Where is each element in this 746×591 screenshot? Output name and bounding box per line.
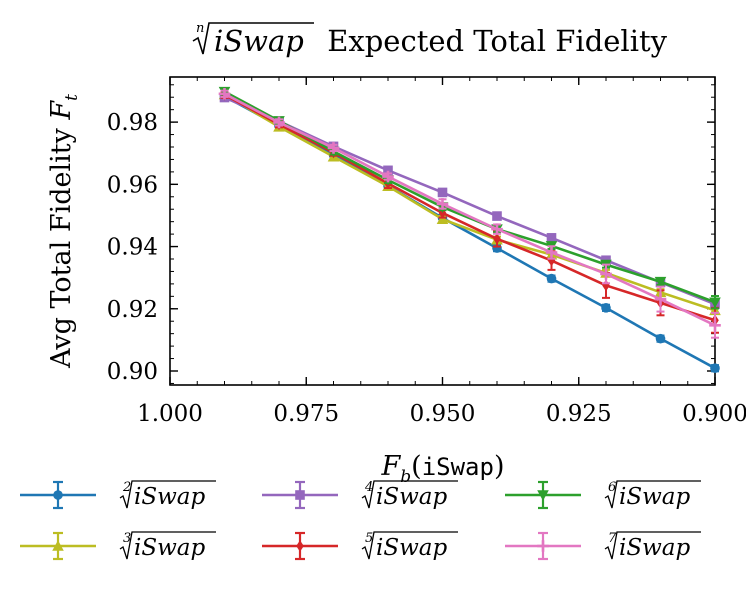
y-axis-label-text: Avg Total Fidelity (46, 120, 77, 369)
legend-item-4-root: 4 iSwap (262, 480, 458, 510)
data-point (709, 297, 721, 309)
data-point (600, 268, 612, 280)
x-axis-label: Fb(iSwap) (381, 451, 505, 487)
title-root-index: n (196, 21, 204, 36)
y-tick-label: 0.94 (107, 235, 158, 261)
legend-label: iSwap (134, 484, 206, 510)
legend-item-5-root: 5 iSwap (262, 531, 458, 561)
x-tick-label: 0.900 (682, 401, 746, 427)
legend-label: iSwap (619, 484, 691, 510)
y-axis-label: Avg Total Fidelity Ft (46, 94, 82, 369)
x-axis-label-arg: iSwap (422, 453, 494, 481)
y-tick-label: 0.98 (107, 110, 158, 136)
legend-marker (53, 490, 63, 500)
legend-label: iSwap (376, 484, 448, 510)
data-point (218, 88, 231, 100)
legend-root-index: 7 (608, 531, 617, 546)
data-point (438, 207, 447, 219)
data-point (547, 254, 556, 267)
legend-label: iSwap (376, 535, 448, 561)
legend-root-index: 6 (608, 480, 616, 495)
data-point (327, 142, 340, 154)
legend-marker (52, 540, 64, 551)
data-point (546, 233, 557, 243)
legend-radical-sign (119, 531, 216, 560)
svg-text:Avg Total Fidelity Ft: Avg Total Fidelity Ft (46, 94, 82, 369)
axis-ticks: 1.000 0.975 0.950 0.925 0.900 0.90 0.92 0.94 0.9… (107, 77, 746, 427)
legend-radical-sign (604, 480, 701, 509)
legend-marker (295, 490, 305, 500)
data-point (602, 279, 610, 292)
legend-root-index: 3 (123, 531, 131, 546)
y-axis-label-var: F (46, 100, 77, 121)
legend-marker (537, 540, 549, 552)
y-tick-label: 0.92 (107, 297, 158, 323)
legend-marker (537, 490, 549, 501)
legend-item-7-root: 7 iSwap (505, 531, 701, 561)
data-point (273, 116, 285, 129)
legend-item-3-root: 3 iSwap (20, 531, 216, 561)
data-point (437, 187, 448, 198)
legend-radical-sign (604, 531, 701, 560)
series-line (223, 93, 716, 312)
legend-marker (296, 540, 304, 552)
x-axis-label-sub: b (400, 467, 411, 487)
legend-item-6-root: 6 iSwap (505, 480, 701, 510)
legend-root-index: 2 (122, 480, 131, 495)
y-axis-label-sub: t (62, 94, 82, 101)
data-point (655, 333, 666, 344)
data-point (493, 232, 501, 245)
legend-radical-sign (119, 480, 216, 509)
data-point (436, 198, 449, 210)
series-line (223, 93, 716, 322)
plot-area (169, 76, 716, 386)
data-point (601, 303, 611, 313)
x-tick-label: 0.950 (410, 401, 476, 427)
x-tick-label: 0.925 (546, 401, 612, 427)
legend-radical-sign (361, 531, 458, 560)
title-radicand: iSwap (214, 24, 304, 58)
data-point (383, 165, 393, 176)
data-point (492, 211, 502, 221)
title-text: Expected Total Fidelity (318, 24, 668, 58)
legend-root-index: 5 (365, 531, 373, 546)
data-point (491, 223, 503, 235)
data-point (709, 319, 721, 332)
legend-label: iSwap (619, 535, 691, 561)
legend-radical-sign (361, 480, 458, 509)
x-tick-label: 0.975 (273, 401, 339, 427)
data-point (654, 293, 667, 305)
legend-item-2-root: 2 iSwap (20, 480, 216, 510)
data-point (382, 170, 394, 183)
series-7-root (218, 88, 721, 339)
data-point (546, 273, 557, 284)
data-point (545, 246, 558, 259)
x-tick-label: 1.000 (137, 401, 203, 427)
x-axis-label-var: F (381, 451, 402, 482)
title-radical-sign (192, 22, 314, 55)
legend-label: iSwap (134, 535, 206, 561)
data-point (710, 363, 720, 374)
data-point (654, 276, 667, 288)
series-layer (218, 86, 721, 374)
chart-title: n iSwap Expected Total Fidelity (192, 21, 668, 58)
series-line (223, 92, 716, 327)
y-tick-label: 0.96 (107, 172, 158, 198)
legend-root-index: 4 (364, 480, 373, 495)
y-tick-label: 0.90 (107, 359, 158, 385)
